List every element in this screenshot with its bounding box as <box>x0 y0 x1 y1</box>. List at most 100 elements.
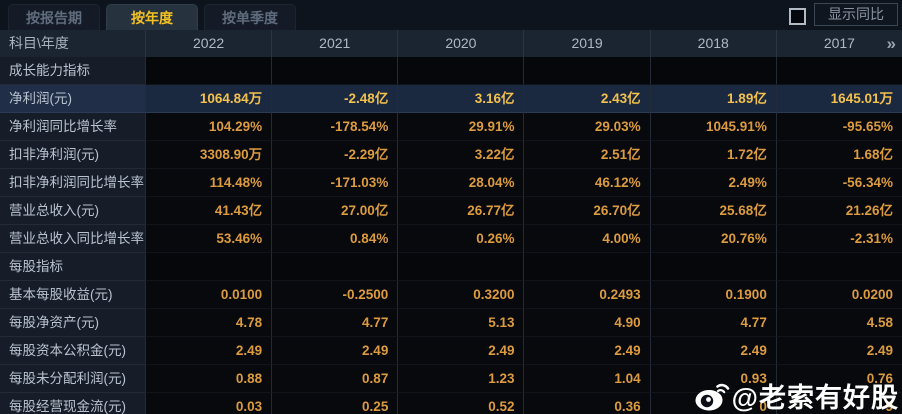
value-cell: 3.16亿 <box>397 85 524 113</box>
row-label: 每股未分配利润(元) <box>0 365 145 393</box>
period-tabbar: 按报告期 按年度 按单季度 显示同比 <box>0 0 902 30</box>
value-cell: 53.46% <box>145 225 272 253</box>
value-cell: 4.90 <box>523 309 650 337</box>
value-cell: 20.76% <box>649 225 776 253</box>
value-cell: 0.0200 <box>775 281 902 309</box>
value-cell: 0 <box>649 393 776 414</box>
value-cell: 26.70亿 <box>523 197 650 225</box>
year-header-cell: 2017 » <box>775 30 902 57</box>
year-label: 2019 <box>571 35 603 51</box>
show-yoy-checkbox[interactable] <box>789 8 806 25</box>
year-label: 2018 <box>697 35 729 51</box>
section-row: 每股指标 <box>0 253 902 281</box>
value-cell: 0.87 <box>271 365 398 393</box>
value-cell <box>775 253 902 281</box>
corner-header-cell: 科目\年度 <box>9 35 69 51</box>
table-row: 净利润同比增长率 104.29% -178.54% 29.91% 29.03% 1045.… <box>0 113 902 141</box>
value-cell: 27.00亿 <box>271 197 398 225</box>
value-cell: -56.34% <box>775 169 902 197</box>
value-cell: -2.31% <box>775 225 902 253</box>
value-cell: 0.03 <box>145 393 272 414</box>
row-label: 成长能力指标 <box>0 57 145 85</box>
value-cell: 1.72亿 <box>649 141 776 169</box>
table-row: 营业总收入同比增长率 53.46% 0.84% 0.26% 4.00% 20.76% -2.… <box>0 225 902 253</box>
value-cell: 0.25 <box>271 393 398 414</box>
value-cell: 3308.90万 <box>145 141 272 169</box>
value-cell: 26.77亿 <box>397 197 524 225</box>
row-label: 扣非净利润(元) <box>0 141 145 169</box>
value-cell: 104.29% <box>145 113 272 141</box>
value-cell: -178.54% <box>271 113 398 141</box>
value-cell: 4.58 <box>775 309 902 337</box>
tab-by-year[interactable]: 按年度 <box>106 4 198 30</box>
row-label: 基本每股收益(元) <box>0 281 145 309</box>
value-cell: 4.77 <box>271 309 398 337</box>
table-row: 扣非净利润(元) 3308.90万 -2.29亿 3.22亿 2.51亿 1.72亿 1.6… <box>0 141 902 169</box>
value-cell: -2.29亿 <box>271 141 398 169</box>
value-cell <box>271 253 398 281</box>
value-cell: 9 <box>775 393 902 414</box>
value-cell: 0.88 <box>145 365 272 393</box>
value-cell <box>523 57 650 85</box>
year-label: 2021 <box>319 35 351 51</box>
value-cell: 2.49% <box>649 169 776 197</box>
show-yoy-label[interactable]: 显示同比 <box>814 3 898 26</box>
year-label: 2020 <box>445 35 477 51</box>
value-cell: 4.78 <box>145 309 272 337</box>
year-header-cell: 2018 <box>649 30 776 57</box>
value-cell <box>649 57 776 85</box>
year-header-cell: 2022 <box>145 30 271 57</box>
table-row: 每股经营现金流(元) 0.03 0.25 0.52 0.36 0 9 <box>0 393 902 414</box>
value-cell: 41.43亿 <box>145 197 272 225</box>
table-row: 净利润(元) 1064.84万 -2.48亿 3.16亿 2.43亿 1.89亿 1645.… <box>0 85 902 113</box>
value-cell: 2.49 <box>145 337 272 365</box>
value-cell: 1645.01万 <box>775 85 902 113</box>
value-cell: 2.49 <box>775 337 902 365</box>
value-cell: 1.68亿 <box>775 141 902 169</box>
value-cell: 0.1900 <box>649 281 776 309</box>
value-cell: 0.52 <box>397 393 524 414</box>
table-row: 每股资本公积金(元) 2.49 2.49 2.49 2.49 2.49 2.49 <box>0 337 902 365</box>
value-cell <box>775 57 902 85</box>
row-label: 扣非净利润同比增长率 <box>0 169 145 197</box>
value-cell: 2.49 <box>523 337 650 365</box>
year-header-cell: 2019 <box>523 30 649 57</box>
table-row: 扣非净利润同比增长率 114.48% -171.03% 28.04% 46.12% 2.4… <box>0 169 902 197</box>
table-body: 成长能力指标 净利润(元) 1064.84万 -2.48亿 3.16亿 2.43亿 1.89… <box>0 57 902 414</box>
row-label: 每股资本公积金(元) <box>0 337 145 365</box>
value-cell: 2.49 <box>397 337 524 365</box>
year-header-cell: 2020 <box>397 30 523 57</box>
tab-by-report-period[interactable]: 按报告期 <box>8 4 100 30</box>
tab-by-single-quarter[interactable]: 按单季度 <box>204 4 296 30</box>
value-cell: -0.2500 <box>271 281 398 309</box>
row-label: 净利润同比增长率 <box>0 113 145 141</box>
value-cell: 0.93 <box>649 365 776 393</box>
value-cell: 4.00% <box>523 225 650 253</box>
row-label: 每股经营现金流(元) <box>0 393 145 414</box>
value-cell: -95.65% <box>775 113 902 141</box>
value-cell: 0.84% <box>271 225 398 253</box>
value-cell: 0.0100 <box>145 281 272 309</box>
table-row: 每股未分配利润(元) 0.88 0.87 1.23 1.04 0.93 0.76 <box>0 365 902 393</box>
value-cell <box>523 253 650 281</box>
row-label: 营业总收入(元) <box>0 197 145 225</box>
value-cell: 2.43亿 <box>523 85 650 113</box>
value-cell: 5.13 <box>397 309 524 337</box>
value-cell: 1.04 <box>523 365 650 393</box>
value-cell: 1.89亿 <box>649 85 776 113</box>
year-header-cell: 2021 <box>271 30 397 57</box>
value-cell: 2.49 <box>271 337 398 365</box>
value-cell: 4.77 <box>649 309 776 337</box>
value-cell <box>397 253 524 281</box>
more-years-icon[interactable]: » <box>886 34 896 53</box>
section-row: 成长能力指标 <box>0 57 902 85</box>
value-cell: 0.76 <box>775 365 902 393</box>
row-label: 每股指标 <box>0 253 145 281</box>
value-cell: 2.49 <box>649 337 776 365</box>
table-row: 基本每股收益(元) 0.0100 -0.2500 0.3200 0.2493 0.1900… <box>0 281 902 309</box>
table-header-row: 科目\年度 2022 2021 2020 2019 2018 2017 » <box>0 30 902 57</box>
row-label: 净利润(元) <box>0 85 145 113</box>
value-cell <box>145 253 272 281</box>
value-cell: 29.03% <box>523 113 650 141</box>
